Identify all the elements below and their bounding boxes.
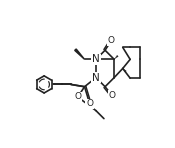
Text: O: O <box>86 99 93 108</box>
Text: N: N <box>92 73 100 83</box>
Text: N: N <box>92 54 100 64</box>
Text: O: O <box>74 92 81 102</box>
Text: O: O <box>108 91 115 100</box>
Text: O: O <box>108 36 115 45</box>
Polygon shape <box>75 49 85 59</box>
